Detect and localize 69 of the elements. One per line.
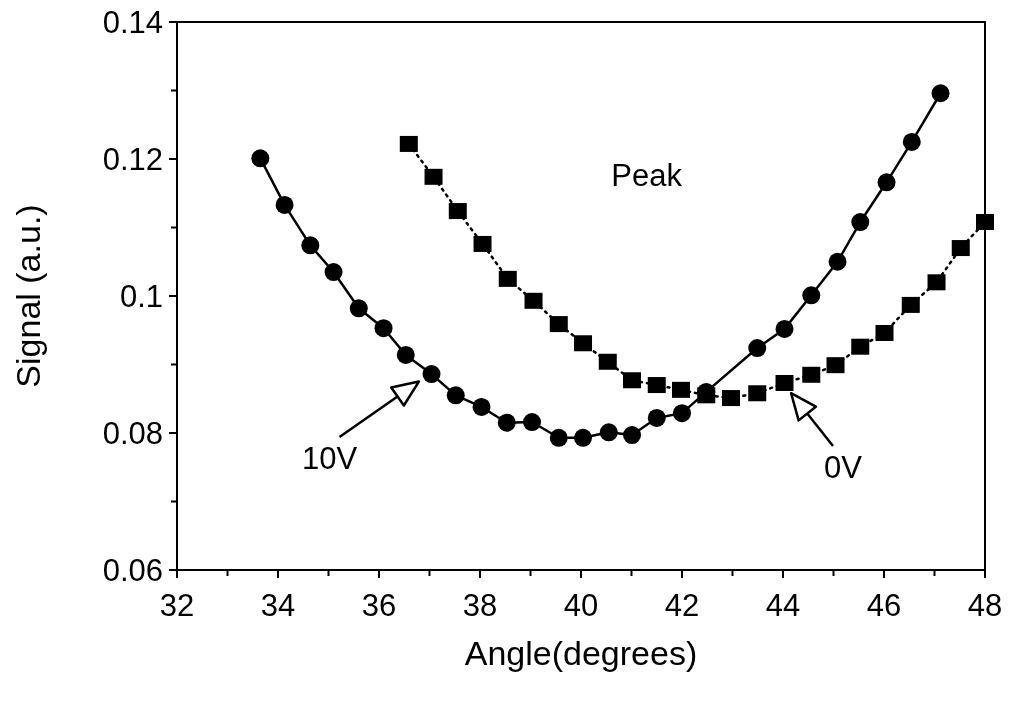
x-tick-label: 40 (563, 588, 599, 623)
point (671, 381, 690, 398)
point (251, 149, 270, 168)
point (775, 319, 794, 338)
point (623, 426, 642, 445)
annotation: Peak (611, 158, 683, 194)
point (927, 274, 946, 291)
point (976, 214, 994, 231)
x-tick-label: 48 (967, 588, 1003, 623)
point (748, 385, 767, 402)
point (851, 213, 870, 232)
point (828, 252, 847, 271)
point (673, 404, 691, 423)
point (697, 387, 716, 404)
point (574, 335, 593, 352)
point (748, 339, 767, 358)
point (875, 324, 894, 341)
point (446, 386, 465, 405)
x-tick-label: 46 (866, 588, 902, 623)
point (473, 235, 492, 252)
y-tick-label: 0.1 (119, 278, 163, 314)
x-tick-label: 38 (462, 588, 498, 623)
x-tick-label: 44 (765, 588, 801, 623)
point (826, 357, 845, 374)
point (931, 84, 950, 103)
point (775, 375, 794, 391)
point (524, 292, 543, 309)
x-tick-label: 32 (159, 588, 195, 623)
point (396, 345, 415, 364)
point (424, 168, 443, 185)
y-tick-label: 0.08 (102, 415, 163, 451)
annotation: 0V (824, 449, 863, 485)
point (623, 372, 642, 389)
x-tick-label: 34 (260, 588, 296, 623)
y-tick-label: 0.14 (102, 4, 163, 40)
point (374, 319, 393, 338)
point (349, 299, 368, 318)
x-axis-title: Angle(degrees) (464, 634, 698, 672)
y-axis-title: Signal (a.u.) (9, 204, 47, 388)
point (301, 236, 320, 255)
point (498, 270, 517, 287)
point (574, 428, 593, 447)
point (851, 338, 870, 355)
point (472, 397, 491, 416)
point (399, 135, 418, 152)
point (877, 173, 896, 192)
y-tick-label: 0.06 (102, 552, 163, 588)
point (422, 365, 441, 384)
point (902, 132, 921, 151)
point (523, 413, 542, 432)
annotation: 10V (301, 441, 358, 477)
point (647, 408, 666, 427)
point (324, 263, 343, 282)
point (275, 195, 294, 214)
point (598, 353, 617, 370)
y-tick-label: 0.12 (102, 141, 163, 177)
point (721, 390, 740, 407)
point (951, 240, 970, 257)
x-tick-label: 36 (361, 588, 397, 623)
point (497, 413, 516, 432)
point (599, 423, 618, 442)
point (549, 428, 568, 447)
point (901, 296, 920, 313)
point (448, 203, 467, 220)
point (802, 286, 821, 305)
point (549, 316, 568, 333)
point (802, 366, 821, 383)
point (647, 377, 666, 394)
x-tick-label: 42 (664, 588, 700, 623)
